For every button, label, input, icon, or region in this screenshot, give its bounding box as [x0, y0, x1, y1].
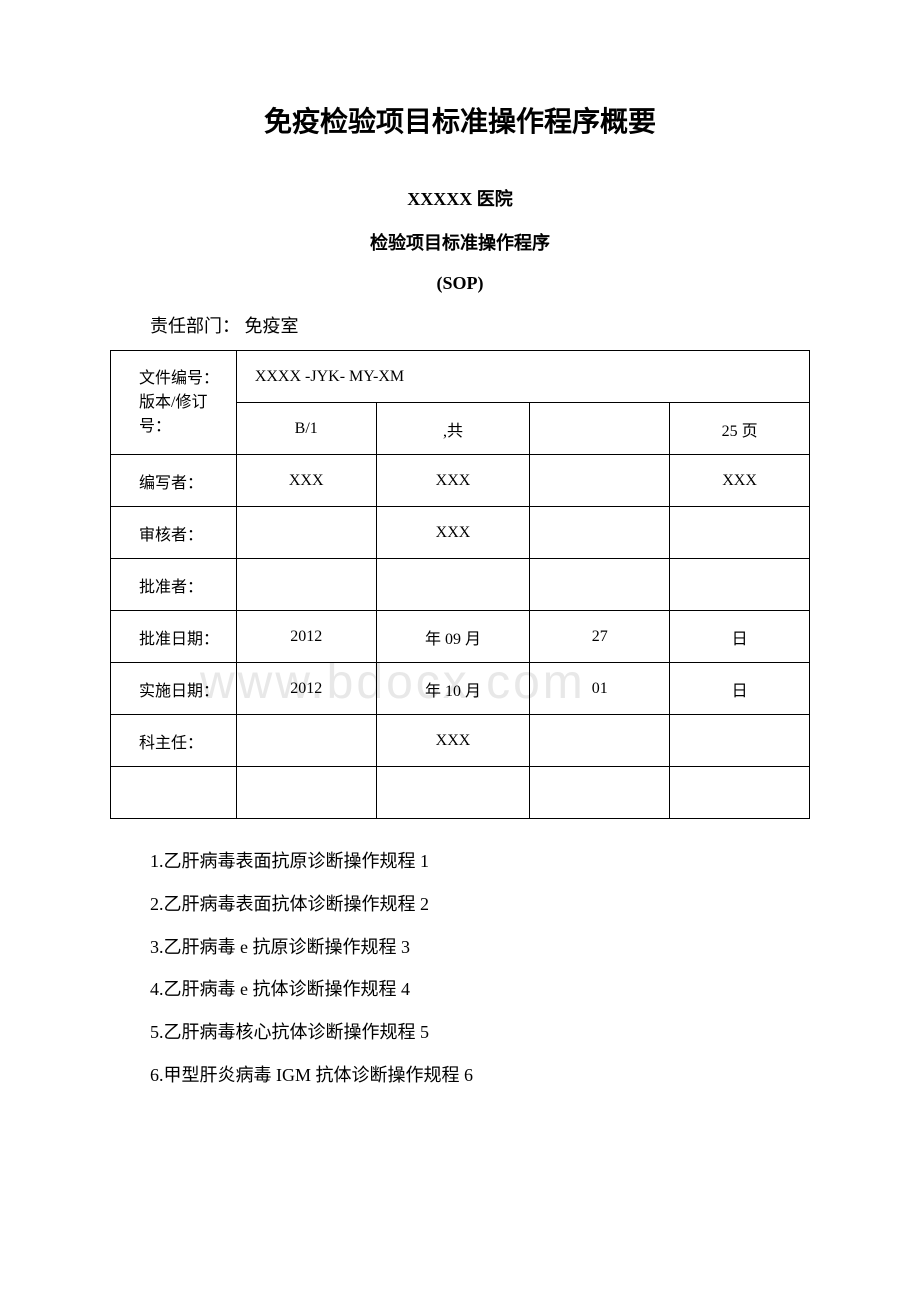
table-cell [670, 507, 810, 559]
impl-year: 2012 [236, 663, 376, 715]
approve-day-label: 日 [670, 611, 810, 663]
table-cell [530, 507, 670, 559]
file-code-value: XXXX -JYK- MY-XM [236, 351, 809, 403]
author-label: 编写者： [111, 455, 237, 507]
table-cell [236, 559, 376, 611]
table-cell [530, 455, 670, 507]
list-item: 5.乙肝病毒核心抗体诊断操作规程 5 [110, 1018, 810, 1047]
approve-day: 27 [530, 611, 670, 663]
list-item: 2.乙肝病毒表面抗体诊断操作规程 2 [110, 890, 810, 919]
table-row: 审核者： XXX [111, 507, 810, 559]
sop-label: (SOP) [110, 273, 810, 294]
table-cell [530, 767, 670, 819]
impl-day-label: 日 [670, 663, 810, 715]
table-cell [670, 715, 810, 767]
table-cell [530, 715, 670, 767]
table-cell [376, 767, 530, 819]
list-item: 6.甲型肝炎病毒 IGM 抗体诊断操作规程 6 [110, 1061, 810, 1090]
approve-date-label: 批准日期： [111, 611, 237, 663]
table-cell [236, 507, 376, 559]
approve-month: 年 09 月 [376, 611, 530, 663]
director-value: XXX [376, 715, 530, 767]
impl-day: 01 [530, 663, 670, 715]
table-cell [236, 715, 376, 767]
table-cell [530, 559, 670, 611]
list-item: 3.乙肝病毒 e 抗原诊断操作规程 3 [110, 933, 810, 962]
table-cell: XXX [376, 455, 530, 507]
table-cell [670, 767, 810, 819]
pages-value: 25 页 [670, 403, 810, 455]
director-label: 科主任： [111, 715, 237, 767]
reviewer-label: 审核者： [111, 507, 237, 559]
doc-subtitle: 检验项目标准操作程序 [110, 229, 810, 255]
table-row: 科主任： XXX [111, 715, 810, 767]
table-cell: XXX [670, 455, 810, 507]
table-row: 实施日期： 2012 年 10 月 01 日 [111, 663, 810, 715]
version-value: B/1 [236, 403, 376, 455]
table-row: 编写者： XXX XXX XXX [111, 455, 810, 507]
impl-month: 年 10 月 [376, 663, 530, 715]
list-item: 4.乙肝病毒 e 抗体诊断操作规程 4 [110, 975, 810, 1004]
approver-label: 批准者： [111, 559, 237, 611]
table-row: 批准者： [111, 559, 810, 611]
impl-date-label: 实施日期： [111, 663, 237, 715]
department-label: 责任部门： 免疫室 [110, 312, 810, 338]
file-code-label: 文件编号：版本/修订号： [111, 351, 237, 455]
list-item: 1.乙肝病毒表面抗原诊断操作规程 1 [110, 847, 810, 876]
table-row [111, 767, 810, 819]
table-cell [670, 559, 810, 611]
author-value: XXX [236, 455, 376, 507]
info-table: 文件编号：版本/修订号： XXXX -JYK- MY-XM B/1 ,共 25 … [110, 350, 810, 819]
table-cell [111, 767, 237, 819]
main-title: 免疫检验项目标准操作程序概要 [110, 100, 810, 140]
reviewer-value: XXX [376, 507, 530, 559]
table-cell [530, 403, 670, 455]
approve-year: 2012 [236, 611, 376, 663]
table-cell [236, 767, 376, 819]
table-row: 批准日期： 2012 年 09 月 27 日 [111, 611, 810, 663]
approver-value [376, 559, 530, 611]
gong-label: ,共 [376, 403, 530, 455]
table-row: 文件编号：版本/修订号： XXXX -JYK- MY-XM [111, 351, 810, 403]
hospital-name: XXXXX 医院 [110, 185, 810, 211]
